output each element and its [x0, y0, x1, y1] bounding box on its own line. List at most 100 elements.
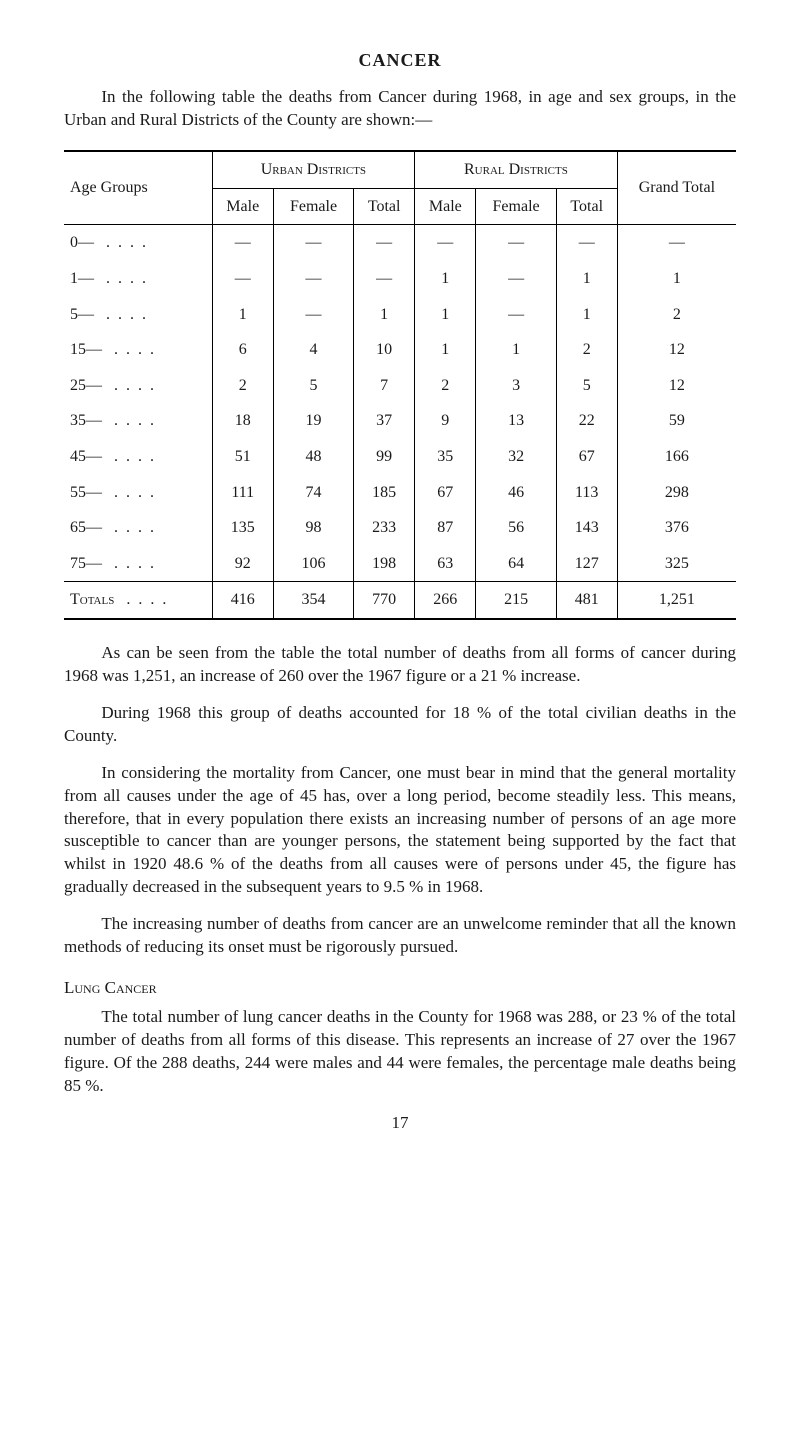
cell-total-value: 266 [415, 582, 476, 619]
cell-value: — [476, 297, 556, 333]
cell-value: 13 [476, 403, 556, 439]
cell-value: 2 [617, 297, 736, 333]
cell-value: 1 [617, 261, 736, 297]
col-header-rural-total: Total [556, 188, 617, 225]
cell-age: 35— . . . . [64, 403, 212, 439]
cell-value: 98 [273, 510, 353, 546]
cell-value: 56 [476, 510, 556, 546]
cell-value: — [354, 261, 415, 297]
cell-value: 325 [617, 546, 736, 582]
cell-value: — [354, 225, 415, 261]
cell-total-value: 354 [273, 582, 353, 619]
cell-value: 113 [556, 475, 617, 511]
table-row: 15— . . . .641011212 [64, 332, 736, 368]
cell-total-value: 1,251 [617, 582, 736, 619]
cell-age: 25— . . . . [64, 368, 212, 404]
cell-value: — [617, 225, 736, 261]
cell-value: 198 [354, 546, 415, 582]
cell-value: 3 [476, 368, 556, 404]
table-row: 45— . . . .514899353267166 [64, 439, 736, 475]
cell-value: 37 [354, 403, 415, 439]
cell-value: 51 [212, 439, 273, 475]
intro-paragraph: In the following table the deaths from C… [64, 86, 736, 132]
table-row-totals: Totals . . . .4163547702662154811,251 [64, 582, 736, 619]
col-header-urban-total: Total [354, 188, 415, 225]
cell-value: 4 [273, 332, 353, 368]
cell-age: 0— . . . . [64, 225, 212, 261]
cell-value: 99 [354, 439, 415, 475]
cell-value: 127 [556, 546, 617, 582]
body-paragraph: In considering the mortality from Cancer… [64, 762, 736, 900]
cell-value: 35 [415, 439, 476, 475]
cell-age: 15— . . . . [64, 332, 212, 368]
cell-value: 6 [212, 332, 273, 368]
cell-value: 2 [212, 368, 273, 404]
table-row: 1— . . . .———1—11 [64, 261, 736, 297]
cell-value: 5 [273, 368, 353, 404]
cell-total-value: 215 [476, 582, 556, 619]
cell-value: 1 [415, 261, 476, 297]
cell-value: 7 [354, 368, 415, 404]
table-row: 65— . . . .135982338756143376 [64, 510, 736, 546]
cell-age: 1— . . . . [64, 261, 212, 297]
cell-value: 111 [212, 475, 273, 511]
cell-value: — [212, 225, 273, 261]
cancer-deaths-table: Age Groups Urban Districts Rural Distric… [64, 150, 736, 620]
cell-value: 233 [354, 510, 415, 546]
cell-value: 67 [415, 475, 476, 511]
page-title: CANCER [64, 48, 736, 72]
cell-value: 63 [415, 546, 476, 582]
body-paragraph: As can be seen from the table the total … [64, 642, 736, 688]
cell-value: 1 [415, 297, 476, 333]
cell-age: 65— . . . . [64, 510, 212, 546]
cell-value: — [556, 225, 617, 261]
cell-total-value: 770 [354, 582, 415, 619]
cell-value: 143 [556, 510, 617, 546]
cell-value: — [476, 261, 556, 297]
cell-value: 1 [415, 332, 476, 368]
cell-value: 5 [556, 368, 617, 404]
table-row: 75— . . . .921061986364127325 [64, 546, 736, 582]
table-row: 55— . . . .111741856746113298 [64, 475, 736, 511]
cell-value: 22 [556, 403, 617, 439]
col-header-grand-total: Grand Total [617, 151, 736, 225]
col-header-rural-male: Male [415, 188, 476, 225]
cell-age: 75— . . . . [64, 546, 212, 582]
col-header-urban: Urban Districts [212, 151, 415, 188]
cell-age: 55— . . . . [64, 475, 212, 511]
cell-value: 92 [212, 546, 273, 582]
cell-value: 1 [476, 332, 556, 368]
cell-value: 32 [476, 439, 556, 475]
col-header-rural-female: Female [476, 188, 556, 225]
cell-age: 45— . . . . [64, 439, 212, 475]
cell-value: 64 [476, 546, 556, 582]
cell-value: 9 [415, 403, 476, 439]
cell-value: 18 [212, 403, 273, 439]
cell-value: 1 [354, 297, 415, 333]
cell-value: — [273, 297, 353, 333]
cell-total-value: 481 [556, 582, 617, 619]
table-row: 0— . . . .——————— [64, 225, 736, 261]
cell-value: 1 [212, 297, 273, 333]
lung-cancer-heading: Lung Cancer [64, 977, 736, 1000]
cell-value: 74 [273, 475, 353, 511]
cell-value: 59 [617, 403, 736, 439]
cell-total-value: 416 [212, 582, 273, 619]
page-number: 17 [64, 1112, 736, 1135]
cell-value: 2 [556, 332, 617, 368]
cell-totals-label: Totals . . . . [64, 582, 212, 619]
body-paragraph: During 1968 this group of deaths account… [64, 702, 736, 748]
lung-cancer-paragraph: The total number of lung cancer deaths i… [64, 1006, 736, 1098]
cell-value: — [273, 261, 353, 297]
cell-value: 10 [354, 332, 415, 368]
table-row: 25— . . . .25723512 [64, 368, 736, 404]
body-paragraph: The increasing number of deaths from can… [64, 913, 736, 959]
cell-age: 5— . . . . [64, 297, 212, 333]
cell-value: 135 [212, 510, 273, 546]
cell-value: 12 [617, 368, 736, 404]
cell-value: — [476, 225, 556, 261]
table-body: 0— . . . .———————1— . . . .———1—115— . .… [64, 225, 736, 619]
table-row: 5— . . . .1—11—12 [64, 297, 736, 333]
col-header-urban-male: Male [212, 188, 273, 225]
cell-value: 106 [273, 546, 353, 582]
